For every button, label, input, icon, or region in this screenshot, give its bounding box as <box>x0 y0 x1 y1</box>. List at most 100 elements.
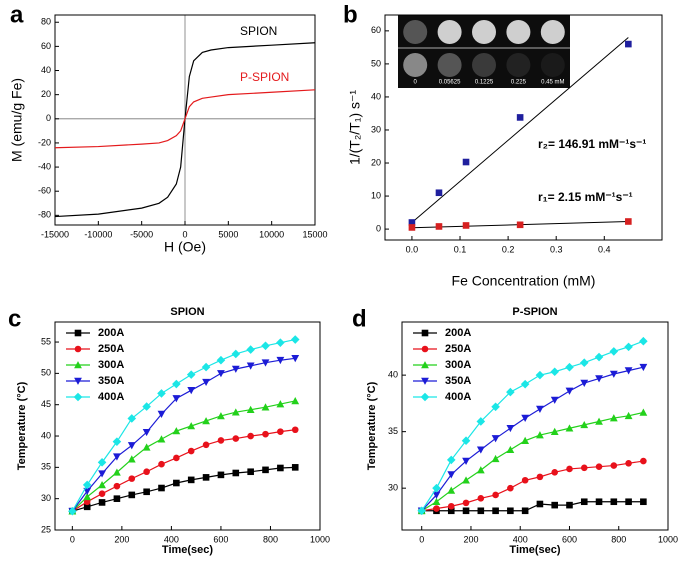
marker <box>127 414 137 423</box>
marker <box>536 500 544 508</box>
marker <box>551 501 559 509</box>
x-tick-label: 0.1 <box>454 244 467 254</box>
marker <box>579 358 589 367</box>
marker <box>516 114 524 121</box>
marker <box>432 491 441 499</box>
y-tick-label: -80 <box>38 210 51 220</box>
y-tick-label: 40 <box>41 430 51 440</box>
marker <box>261 341 270 351</box>
marker <box>521 476 529 484</box>
marker <box>291 464 299 471</box>
y-tick-label: -60 <box>38 186 51 196</box>
marker <box>432 483 441 493</box>
marker <box>232 435 240 442</box>
marker <box>231 365 240 373</box>
y-tick-label: 45 <box>41 399 51 409</box>
marker <box>408 219 416 226</box>
y-tick-label: 40 <box>388 370 398 380</box>
legend-label: 300A <box>445 359 471 371</box>
marker <box>408 224 416 231</box>
x-tick-label: 1000 <box>658 534 678 544</box>
marker <box>639 363 648 372</box>
marker <box>83 503 91 511</box>
plot-frame <box>54 321 321 531</box>
marker <box>580 420 589 429</box>
marker <box>187 476 195 484</box>
marker <box>127 442 136 450</box>
marker <box>639 336 648 346</box>
marker <box>113 468 121 476</box>
marker <box>609 414 618 422</box>
series-line <box>421 366 644 512</box>
marker <box>113 482 121 490</box>
y-tick-label: 0 <box>46 113 51 123</box>
marker <box>172 395 181 403</box>
marker <box>491 435 500 443</box>
marker <box>492 507 499 515</box>
marker <box>609 347 619 356</box>
marker <box>516 221 524 229</box>
marker <box>247 432 254 440</box>
marker <box>276 356 285 365</box>
marker <box>83 498 91 506</box>
x-axis-label: Fe Concentration (mM) <box>452 273 596 289</box>
marker <box>82 480 92 490</box>
marker <box>507 507 514 515</box>
inset-label: 0.45 mM <box>541 80 564 86</box>
fit-line <box>411 37 629 223</box>
y-tick-label: -20 <box>38 137 51 147</box>
marker <box>276 400 285 408</box>
marker <box>462 457 470 465</box>
marker <box>521 507 529 515</box>
marker <box>565 424 574 432</box>
marker <box>187 422 196 430</box>
marker <box>594 352 604 362</box>
series-line <box>72 429 296 512</box>
y-tick-label: 35 <box>388 426 398 436</box>
y-tick-label: 50 <box>371 58 381 68</box>
marker <box>506 424 515 433</box>
marker <box>83 492 92 501</box>
marker <box>157 435 166 443</box>
series-line <box>71 357 296 512</box>
marker <box>580 498 588 506</box>
marker <box>173 479 180 487</box>
inset-label: 0.225 <box>511 80 527 86</box>
marker <box>202 378 210 387</box>
marker <box>550 427 559 435</box>
marker <box>506 445 515 454</box>
marker <box>595 417 603 425</box>
marker <box>624 367 633 375</box>
marker <box>535 370 545 380</box>
marker <box>83 487 92 496</box>
x-tick-label: -10000 <box>84 229 112 239</box>
x-tick-label: 400 <box>513 534 528 544</box>
marker <box>142 443 151 451</box>
marker <box>550 396 559 404</box>
legend-marker <box>421 377 429 385</box>
marker <box>640 498 647 506</box>
plot-frame <box>401 321 669 531</box>
marker <box>231 349 241 359</box>
marker <box>566 501 573 509</box>
marker <box>476 446 485 454</box>
legend-label: 250A <box>445 343 471 355</box>
series-line <box>421 501 644 512</box>
marker <box>277 464 284 472</box>
marker <box>157 389 166 398</box>
y-tick-label: 80 <box>41 17 51 27</box>
marker <box>521 414 530 422</box>
x-tick-label: 400 <box>164 534 179 544</box>
x-tick-label: 800 <box>611 534 626 544</box>
marker <box>187 386 196 395</box>
marker <box>476 466 485 474</box>
marker <box>217 471 225 479</box>
inset-label: 0 <box>414 80 418 86</box>
series-label: P-SPION <box>240 70 289 84</box>
marker <box>536 405 544 413</box>
marker <box>609 370 618 378</box>
marker <box>231 408 240 416</box>
y-tick-label: 25 <box>41 524 51 534</box>
marker <box>417 506 427 516</box>
